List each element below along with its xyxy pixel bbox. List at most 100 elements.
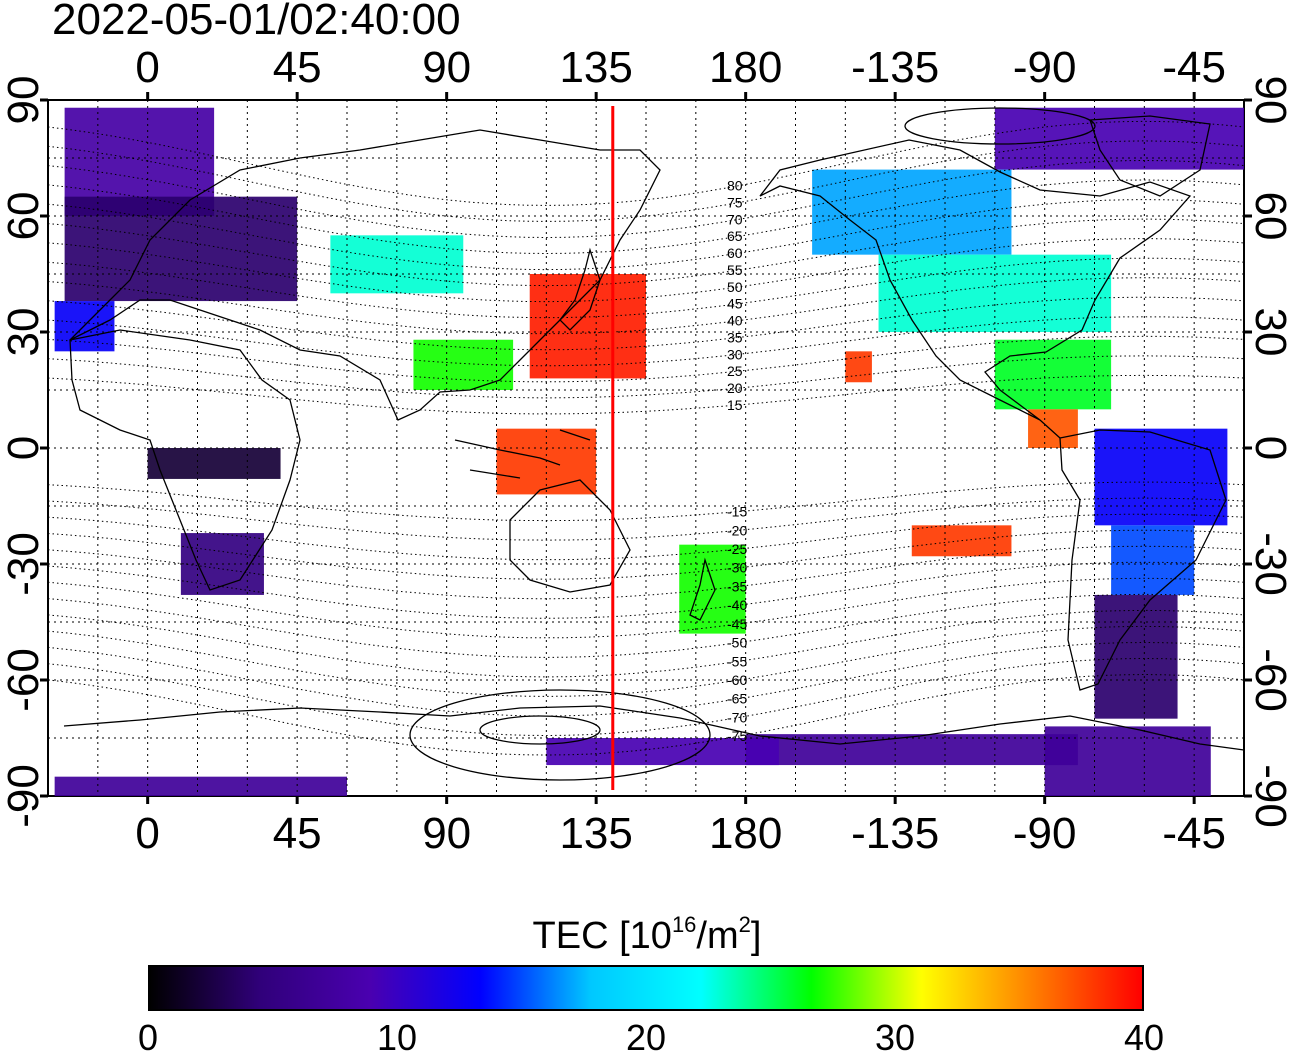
coastline-africa	[69, 329, 301, 591]
magnetic-latitude-contour	[47, 481, 1245, 522]
magnetic-latitude-label: 30	[727, 346, 743, 362]
colorbar-tick-label: 30	[874, 1017, 916, 1058]
magnetic-latitude-contour	[47, 179, 1245, 255]
tec-region	[812, 169, 1012, 255]
tec-region	[1111, 525, 1195, 595]
colorbar-label: TEC [1016/m2]	[532, 912, 762, 957]
coastlines	[63, 107, 1245, 781]
tec-region	[64, 196, 298, 302]
top-longitude-label: 90	[422, 43, 471, 92]
magnetic-latitude-label: -30	[727, 560, 747, 576]
tec-region	[994, 339, 1112, 410]
magnetic-latitude-label: -60	[727, 672, 747, 688]
bottom-longitude-label: 180	[709, 809, 782, 858]
tec-region	[529, 274, 646, 379]
left-latitude-label: -30	[0, 532, 48, 596]
right-latitude-label: -60	[1246, 648, 1294, 712]
magnetic-latitude-label: 65	[727, 228, 743, 244]
magnetic-latitude-contour	[47, 374, 1245, 415]
magnetic-latitude-contour	[47, 159, 1245, 239]
magnetic-latitude-label: 40	[727, 313, 743, 329]
top-longitude-label: -135	[851, 43, 939, 92]
magnetic-latitude-contour	[47, 577, 1245, 639]
magnetic-latitude-contour	[47, 355, 1245, 399]
colorbar-tick-label: 20	[625, 1017, 667, 1058]
colorbar-tick-label: 10	[376, 1017, 418, 1058]
magnetic-latitude-contour	[47, 497, 1245, 541]
tec-region	[745, 734, 1078, 766]
left-latitude-label: -90	[0, 764, 48, 828]
graticule	[48, 100, 1244, 796]
bottom-longitude-label: 135	[559, 809, 632, 858]
magnetic-latitude-label: -25	[727, 541, 747, 557]
magnetic-latitude-label: -50	[727, 635, 747, 651]
magnetic-latitude-contour	[47, 625, 1245, 697]
magnetic-latitude-label: -45	[727, 616, 747, 632]
tec-data-layer	[54, 107, 1244, 796]
colorbar-tick-label: 40	[1123, 1017, 1165, 1058]
coastline-europe-asia	[69, 129, 661, 421]
tec-region	[1028, 409, 1078, 448]
tec-region	[1094, 594, 1178, 719]
coastline-japan	[559, 247, 601, 331]
magnetic-latitude-label: -75	[727, 728, 747, 744]
magnetic-latitude-contour	[47, 657, 1245, 737]
left-latitude-label: 0	[0, 436, 48, 460]
magnetic-latitude-label: -65	[727, 691, 747, 707]
top-longitude-label: 135	[559, 43, 632, 92]
right-latitude-label: 0	[1246, 436, 1294, 460]
magnetic-latitude-contour	[47, 199, 1245, 271]
magnetic-latitude-contour	[47, 593, 1245, 658]
coastline-north-america	[759, 139, 1192, 439]
colorbar	[148, 965, 1144, 1011]
top-longitude-label: -90	[1013, 43, 1077, 92]
magnetic-latitude-contour	[47, 257, 1245, 319]
magnetic-latitude-label: -40	[727, 597, 747, 613]
magnetic-latitude-contour	[47, 120, 1245, 206]
bottom-longitude-label: 45	[273, 809, 322, 858]
magnetic-pole-south-contour	[479, 715, 601, 745]
magnetic-latitude-label: -15	[727, 504, 747, 520]
magnetic-latitude-label: 50	[727, 279, 743, 295]
magnetic-latitude-label: 20	[727, 380, 743, 396]
left-latitude-label: -60	[0, 648, 48, 712]
coastline-new-zealand	[689, 557, 716, 621]
magnetic-pole-south-contour-2	[409, 689, 711, 781]
top-longitude-label: 0	[135, 43, 159, 92]
magnetic-latitude-label: 45	[727, 296, 743, 312]
bottom-longitude-label: -90	[1013, 809, 1077, 858]
left-latitude-label: 90	[0, 76, 48, 125]
magnetic-latitude-label: -70	[727, 709, 747, 725]
map-axes: 0 0 45 45 90 90 135 135 180 180 -135 -135 -90 -90 -45 -…	[0, 43, 1294, 858]
magnetic-latitude-label: -20	[727, 522, 747, 538]
tec-region	[679, 544, 746, 634]
tec-region	[1094, 428, 1228, 526]
tec-region	[413, 339, 514, 390]
magnetic-latitude-label: -35	[727, 578, 747, 594]
coastline-australia	[509, 479, 631, 593]
top-longitude-label: 45	[273, 43, 322, 92]
magnetic-latitude-label: 35	[727, 329, 743, 345]
timestamp: 2022-05-01/02:40:00	[52, 0, 461, 44]
tec-region	[147, 448, 281, 479]
right-latitude-label: 90	[1246, 76, 1294, 125]
top-longitude-label: 180	[709, 43, 782, 92]
magnetic-latitude-contour	[47, 238, 1245, 303]
right-latitude-label: -90	[1246, 764, 1294, 828]
bottom-longitude-label: -135	[851, 809, 939, 858]
tec-region	[845, 351, 872, 383]
right-latitude-label: -30	[1246, 532, 1294, 596]
tec-region	[54, 776, 348, 796]
magnetic-latitude-label: 15	[727, 397, 743, 413]
coastline-greenland	[1089, 115, 1211, 197]
magnetic-latitude-label: 60	[727, 245, 743, 261]
right-latitude-label: 30	[1246, 308, 1294, 357]
coastline-antarctica	[63, 705, 1245, 751]
magnetic-pole-north-contour	[904, 107, 1096, 145]
coastline-south-america	[1059, 429, 1227, 691]
coastline-indonesia	[454, 429, 591, 479]
top-longitude-label: -45	[1162, 43, 1226, 92]
right-latitude-label: 60	[1246, 192, 1294, 241]
bottom-longitude-label: 90	[422, 809, 471, 858]
